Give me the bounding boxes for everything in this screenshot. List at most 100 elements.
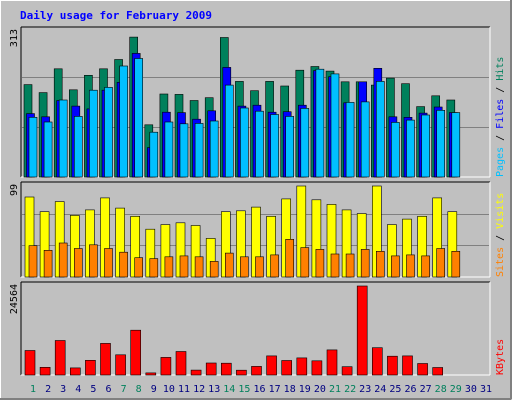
pages-bar [225,84,234,178]
x-tick-label: 3 [60,384,66,395]
pages-bar [89,89,98,178]
sites-bar [360,249,370,278]
pages-bar [345,102,355,178]
sites-bar [89,244,98,278]
x-tick-label: 11 [178,384,190,395]
pages-bar [421,114,430,178]
pages-bar [285,116,295,178]
pages-bar [134,58,143,178]
pages-bar [149,131,159,178]
x-tick-label: 20 [314,384,326,395]
kbytes-bar [175,351,187,376]
x-tick-label: 12 [193,384,205,395]
x-tick-label: 13 [208,384,220,395]
sites-bar [436,248,446,278]
legend-pages: Pages [495,147,506,177]
y-max-label: 99 [9,184,20,196]
x-tick-label: 7 [121,384,127,395]
sites-bar [134,257,143,278]
x-tick-label: 23 [359,384,371,395]
x-tick-label: 16 [253,384,265,395]
legend-visits: Visits [495,193,506,229]
pages-bar [360,101,370,178]
sites-bar [240,256,249,278]
sites-bar [225,252,234,278]
pages-bar [451,112,461,178]
x-tick-label: 17 [269,384,281,395]
pages-bar [255,110,264,178]
kbytes-bar [145,372,157,376]
sites-bar [406,254,415,278]
pages-bar [375,81,385,178]
legend-sites: Sites [495,247,506,277]
pages-bar [58,99,68,178]
sites-bar [58,242,68,278]
legend-sep: / [495,229,506,247]
pages-bar [240,107,249,178]
kbytes-bar [160,357,172,376]
panel-kbytes: 24564 KBytes [9,281,506,376]
kbytes-bar [326,349,338,376]
x-tick-label: 25 [389,384,401,395]
sites-bar [300,247,310,278]
x-tick-label: 24 [374,384,386,395]
sites-bar [315,249,325,278]
kbytes-bar [115,354,126,376]
pages-bar [28,117,38,178]
kbytes-bar [266,355,277,376]
sites-bar [194,256,204,278]
kbytes-bar [205,362,217,376]
kbytes-bar [402,355,413,376]
sites-bar [451,251,461,278]
sites-bar [149,258,159,278]
x-tick-label: 21 [329,384,341,395]
x-tick-label: 30 [465,384,477,395]
kbytes-bar [432,367,444,376]
panel-visits-sites: 99 Sites / Visits [9,181,506,278]
legend-files: Files [495,99,506,129]
x-axis-labels: 1 2 3 4 5 6 7 8 9 10 11 12 13 14 15 16 17 18 19 20 21 22 23 24 2… [30,384,492,395]
x-tick-label: 28 [435,384,447,395]
sites-bar [164,256,174,278]
pages-bar [300,108,310,178]
pages-bar [179,123,189,178]
kbytes-bar [281,360,293,376]
pages-bar [330,73,340,178]
pages-bar [74,116,83,178]
sites-bar [270,254,279,278]
x-tick-label: 18 [284,384,296,395]
x-tick-label: 19 [299,384,311,395]
kbytes-bar [236,369,247,376]
kbytes-bar [54,340,66,376]
panel-legend: Pages / Files / Hits [495,57,506,177]
x-tick-label: 29 [450,384,462,395]
x-tick-label: 2 [45,384,51,395]
chart-panels: 313 Pages / Files / Hits 99 Sites / Visits 2… [9,26,506,376]
legend-sep: / [495,81,506,99]
sites-bar [285,239,295,278]
chart-title: Daily usage for February 2009 [20,9,212,22]
sites-bar [375,251,385,278]
pages-bar [391,122,400,178]
kbytes-bar [296,357,308,376]
x-tick-label: 8 [136,384,142,395]
sites-bar [119,251,128,278]
pages-bar [406,119,415,178]
kbytes-bar [341,366,353,376]
kbytes-bar [371,347,383,376]
pages-bar [436,110,446,178]
kbytes-bar [221,362,232,376]
x-tick-label: 1 [30,384,36,395]
kbytes-bar [387,355,398,376]
pages-bar [270,114,279,178]
kbytes-bar [70,367,81,376]
pages-bar [164,121,174,178]
pages-bar [194,123,204,178]
x-tick-label: 9 [151,384,157,395]
pages-bar [209,120,219,178]
kbytes-bar [24,350,36,376]
kbytes-bar [100,343,111,376]
panel-legend: KBytes [495,339,506,375]
